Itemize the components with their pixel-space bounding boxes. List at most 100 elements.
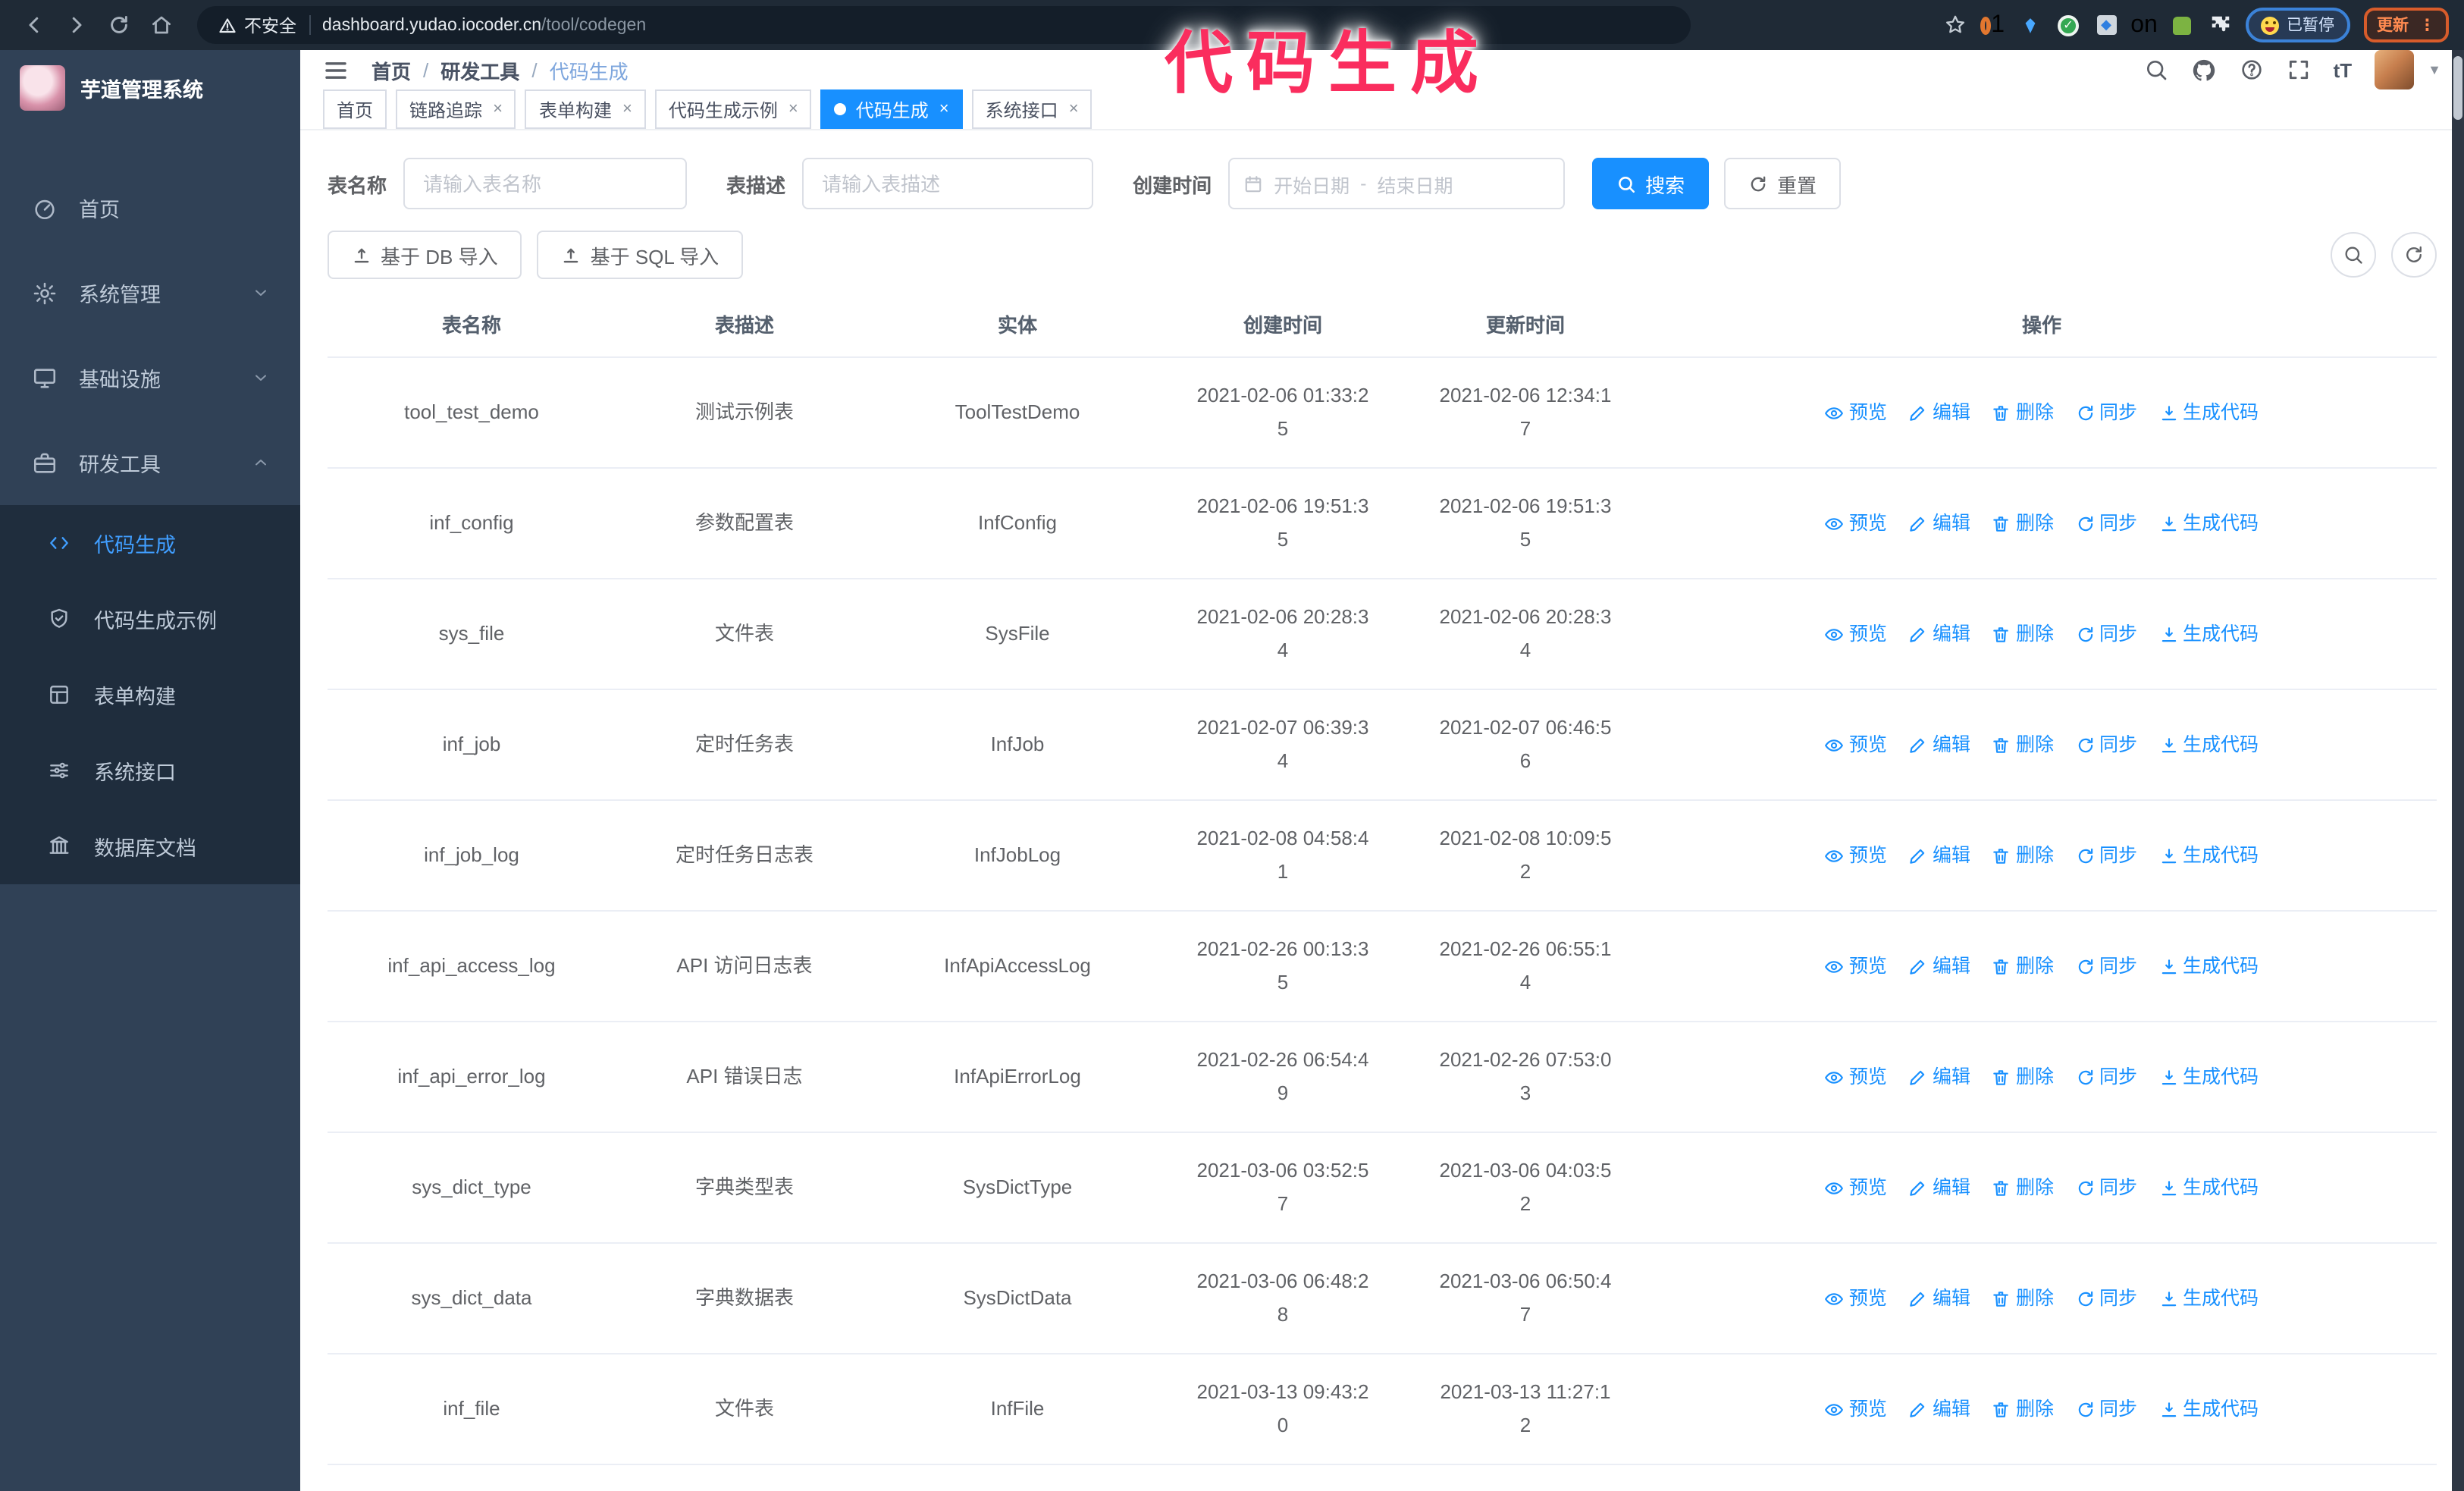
- scrollbar-thumb[interactable]: [2453, 56, 2462, 120]
- header-search-icon[interactable]: [2144, 58, 2168, 82]
- table-name-input[interactable]: [403, 158, 688, 209]
- close-icon[interactable]: ×: [493, 100, 503, 118]
- sidebar-subitem-1[interactable]: 代码生成: [0, 505, 300, 581]
- browser-reload-button[interactable]: [100, 7, 136, 43]
- row-action-download[interactable]: 生成代码: [2158, 1282, 2259, 1315]
- row-action-trash[interactable]: 删除: [1992, 1282, 2054, 1315]
- sidebar-subitem-4[interactable]: 系统接口: [0, 733, 300, 808]
- sidebar-item-3[interactable]: 基础设施: [0, 335, 300, 420]
- row-action-download[interactable]: 生成代码: [2158, 728, 2259, 761]
- sidebar-collapse-icon[interactable]: [323, 57, 349, 83]
- row-action-pencil[interactable]: 编辑: [1908, 950, 1970, 983]
- extension-orange-ring-icon[interactable]: 1: [1980, 11, 2005, 37]
- row-action-pencil[interactable]: 编辑: [1908, 617, 1970, 651]
- row-action-download[interactable]: 生成代码: [2158, 1392, 2259, 1426]
- breadcrumb-home[interactable]: 首页: [371, 60, 412, 83]
- tab-4[interactable]: 代码生成示例 ×: [654, 89, 812, 129]
- row-action-download[interactable]: 生成代码: [2158, 617, 2259, 651]
- row-action-trash[interactable]: 删除: [1992, 396, 2054, 429]
- browser-back-button[interactable]: [15, 7, 52, 43]
- row-action-sync[interactable]: 同步: [2075, 1392, 2137, 1426]
- close-icon[interactable]: ×: [788, 100, 798, 118]
- row-action-sync[interactable]: 同步: [2075, 617, 2137, 651]
- sidebar-item-2[interactable]: 系统管理: [0, 250, 300, 335]
- row-action-trash[interactable]: 删除: [1992, 728, 2054, 761]
- tab-5[interactable]: 代码生成 ×: [820, 89, 963, 129]
- row-action-pencil[interactable]: 编辑: [1908, 1282, 1970, 1315]
- help-icon[interactable]: [2240, 58, 2264, 82]
- row-action-pencil[interactable]: 编辑: [1908, 728, 1970, 761]
- extension-paused-badge[interactable]: 已暂停: [2246, 8, 2350, 42]
- row-action-download[interactable]: 生成代码: [2158, 950, 2259, 983]
- menu-dots-icon[interactable]: ⋮: [2419, 16, 2435, 34]
- row-action-eye[interactable]: 预览: [1825, 1171, 1887, 1204]
- row-action-download[interactable]: 生成代码: [2158, 839, 2259, 872]
- browser-address-bar[interactable]: 不安全 dashboard.yudao.iocoder.cn/tool/code…: [197, 6, 1691, 44]
- row-action-trash[interactable]: 删除: [1992, 617, 2054, 651]
- row-action-eye[interactable]: 预览: [1825, 507, 1887, 540]
- reset-button[interactable]: 重置: [1724, 158, 1842, 209]
- search-button[interactable]: 搜索: [1592, 158, 1710, 209]
- row-action-pencil[interactable]: 编辑: [1908, 1171, 1970, 1204]
- extension-dark-on-icon[interactable]: on: [2130, 11, 2158, 37]
- chevron-down-icon[interactable]: ▼: [2428, 62, 2441, 77]
- extension-grid-diamond-icon[interactable]: ◆: [2094, 13, 2118, 37]
- browser-home-button[interactable]: [143, 7, 179, 43]
- row-action-eye[interactable]: 预览: [1825, 950, 1887, 983]
- row-action-sync[interactable]: 同步: [2075, 839, 2137, 872]
- row-action-trash[interactable]: 删除: [1992, 1171, 2054, 1204]
- row-action-eye[interactable]: 预览: [1825, 396, 1887, 429]
- sidebar-item-1[interactable]: 首页: [0, 165, 300, 250]
- row-action-trash[interactable]: 删除: [1992, 507, 2054, 540]
- refresh-table-button[interactable]: [2391, 232, 2437, 278]
- sidebar-logo-row[interactable]: 芋道管理系统: [0, 50, 300, 126]
- row-action-pencil[interactable]: 编辑: [1908, 507, 1970, 540]
- row-action-eye[interactable]: 预览: [1825, 1282, 1887, 1315]
- row-action-sync[interactable]: 同步: [2075, 396, 2137, 429]
- page-scrollbar[interactable]: [2452, 50, 2464, 1491]
- row-action-download[interactable]: 生成代码: [2158, 507, 2259, 540]
- sidebar-subitem-3[interactable]: 表单构建: [0, 657, 300, 733]
- extension-green-robot-icon[interactable]: [2170, 13, 2194, 37]
- row-action-trash[interactable]: 删除: [1992, 950, 2054, 983]
- row-action-trash[interactable]: 删除: [1992, 1060, 2054, 1094]
- row-action-eye[interactable]: 预览: [1825, 1392, 1887, 1426]
- row-action-pencil[interactable]: 编辑: [1908, 1392, 1970, 1426]
- tab-1[interactable]: 首页: [323, 89, 387, 129]
- breadcrumb-dev-tools[interactable]: 研发工具: [440, 60, 520, 83]
- sidebar-subitem-2[interactable]: 代码生成示例: [0, 581, 300, 657]
- row-action-trash[interactable]: 删除: [1992, 1392, 2054, 1426]
- tab-2[interactable]: 链路追踪 ×: [396, 89, 516, 129]
- close-icon[interactable]: ×: [939, 100, 949, 118]
- row-action-pencil[interactable]: 编辑: [1908, 1060, 1970, 1094]
- row-action-download[interactable]: 生成代码: [2158, 1171, 2259, 1204]
- row-action-eye[interactable]: 预览: [1825, 839, 1887, 872]
- import-sql-button[interactable]: 基于 SQL 导入: [537, 231, 744, 279]
- row-action-eye[interactable]: 预览: [1825, 1060, 1887, 1094]
- close-icon[interactable]: ×: [1068, 100, 1079, 118]
- row-action-sync[interactable]: 同步: [2075, 1060, 2137, 1094]
- extension-puzzle-icon[interactable]: [2208, 13, 2232, 37]
- browser-forward-button[interactable]: [58, 7, 94, 43]
- row-action-trash[interactable]: 删除: [1992, 839, 2054, 872]
- tab-6[interactable]: 系统接口 ×: [971, 89, 1092, 129]
- extension-blue-gem-icon[interactable]: [2018, 13, 2042, 37]
- row-action-sync[interactable]: 同步: [2075, 507, 2137, 540]
- user-avatar[interactable]: [2375, 50, 2415, 89]
- tab-3[interactable]: 表单构建 ×: [525, 89, 646, 129]
- extension-green-check-icon[interactable]: ✓: [2056, 13, 2080, 37]
- row-action-sync[interactable]: 同步: [2075, 1171, 2137, 1204]
- row-action-pencil[interactable]: 编辑: [1908, 839, 1970, 872]
- toggle-search-button[interactable]: [2331, 232, 2376, 278]
- row-action-sync[interactable]: 同步: [2075, 728, 2137, 761]
- table-desc-input[interactable]: [802, 158, 1094, 209]
- not-secure-warning[interactable]: 不安全: [218, 13, 296, 37]
- font-size-icon[interactable]: tT: [2333, 58, 2353, 81]
- row-action-eye[interactable]: 预览: [1825, 617, 1887, 651]
- sidebar-subitem-5[interactable]: 数据库文档: [0, 808, 300, 884]
- row-action-pencil[interactable]: 编辑: [1908, 396, 1970, 429]
- close-icon[interactable]: ×: [622, 100, 632, 118]
- browser-update-button[interactable]: 更新 ⋮: [2363, 8, 2449, 42]
- bookmark-star-icon[interactable]: [1942, 13, 1967, 37]
- row-action-eye[interactable]: 预览: [1825, 728, 1887, 761]
